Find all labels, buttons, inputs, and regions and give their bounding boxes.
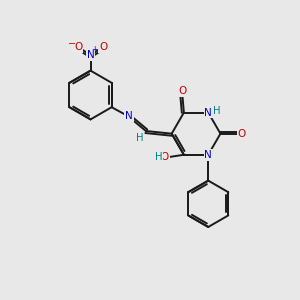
Text: O: O <box>99 42 107 52</box>
Text: N: N <box>87 50 94 60</box>
Text: N: N <box>125 111 133 121</box>
Text: H: H <box>136 133 143 142</box>
Text: H: H <box>155 152 163 161</box>
Text: H: H <box>212 106 220 116</box>
Text: N: N <box>204 150 212 160</box>
Text: O: O <box>161 152 169 162</box>
Text: −: − <box>68 40 76 50</box>
Text: O: O <box>238 129 246 139</box>
Text: O: O <box>178 86 187 96</box>
Text: O: O <box>74 42 82 52</box>
Text: N: N <box>204 107 212 118</box>
Text: +: + <box>92 45 98 54</box>
